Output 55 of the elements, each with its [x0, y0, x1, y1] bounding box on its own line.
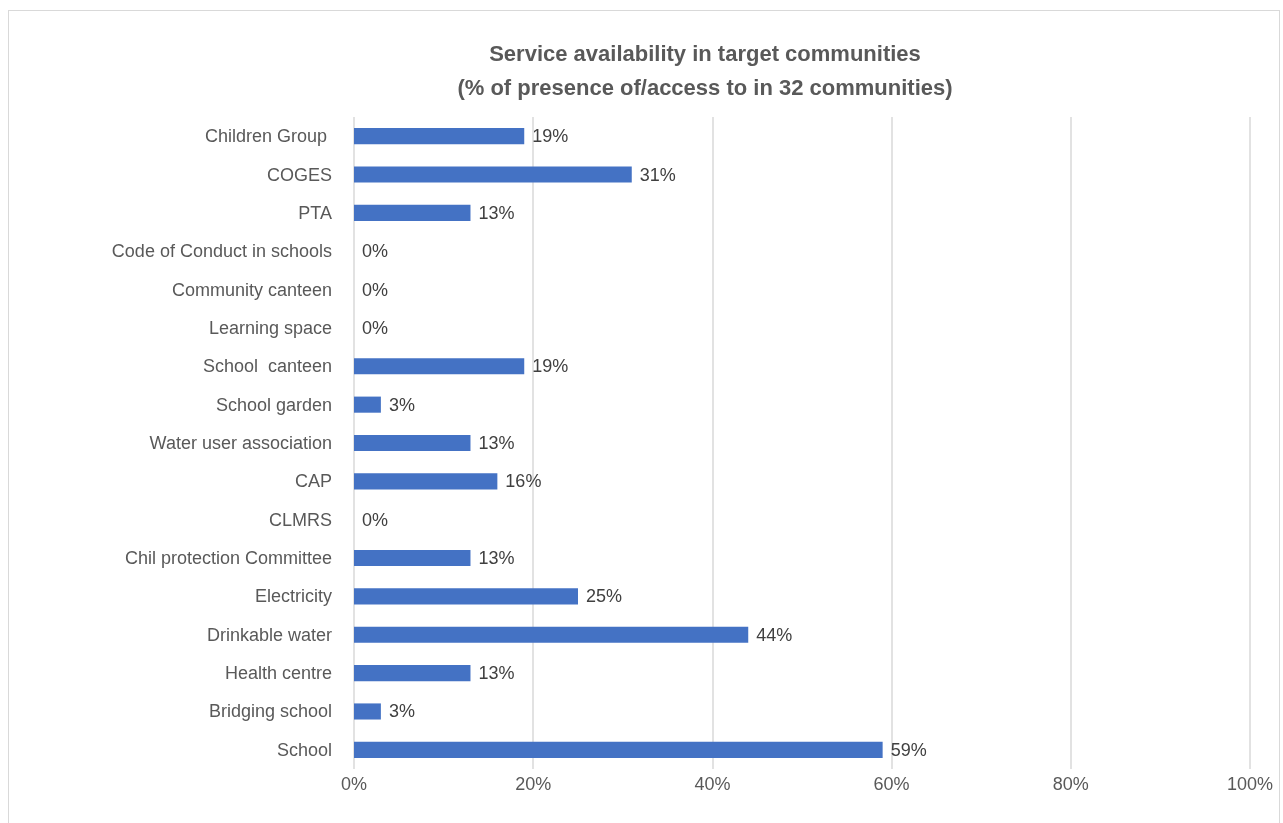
data-label: 44%	[756, 624, 793, 645]
bar	[354, 665, 471, 682]
y-tick-label: COGES	[266, 164, 332, 185]
y-tick-label: Learning space	[208, 317, 332, 338]
bar	[354, 128, 525, 145]
bar	[354, 550, 471, 567]
y-tick-label: Bridging school	[208, 701, 332, 722]
x-tick-label: 100%	[1226, 774, 1274, 794]
y-tick-label: Drinkable water	[206, 624, 332, 645]
bar	[354, 396, 381, 413]
data-label: 3%	[388, 701, 415, 722]
y-tick-label: CAP	[294, 471, 332, 492]
data-label: 13%	[478, 202, 515, 223]
bar	[354, 204, 471, 221]
data-label: 16%	[505, 471, 542, 492]
bar	[354, 703, 381, 720]
bar	[354, 588, 578, 605]
y-tick-label: School garden	[215, 394, 332, 415]
bar	[354, 473, 498, 490]
y-tick-label: Children Group	[204, 126, 332, 147]
y-tick-label: PTA	[298, 202, 332, 223]
data-label: 0%	[362, 509, 389, 530]
data-label: 13%	[478, 433, 515, 453]
data-label: 3%	[388, 394, 415, 415]
data-label: 13%	[478, 548, 515, 569]
bar	[354, 166, 632, 183]
data-label: 25%	[586, 586, 623, 607]
data-label: 13%	[478, 663, 515, 684]
data-label: 31%	[639, 164, 676, 185]
x-tick-label: 20%	[515, 774, 552, 794]
y-tick-label: Code of Conduct in schools	[111, 241, 332, 262]
y-tick-label: Water user association	[149, 433, 332, 453]
y-tick-label: Health centre	[224, 663, 332, 684]
y-tick-label: School	[276, 739, 332, 760]
data-label: 19%	[532, 126, 569, 147]
x-tick-label: 0%	[340, 774, 368, 794]
x-tick-label: 40%	[694, 774, 731, 794]
data-label: 59%	[890, 739, 927, 760]
x-tick-label: 80%	[1052, 774, 1089, 794]
y-tick-label: Electricity	[254, 586, 332, 607]
bar	[354, 626, 749, 643]
y-tick-label: CLMRS	[268, 509, 332, 530]
chart-subtitle: (% of presence of/access to in 32 communities)	[457, 74, 953, 100]
bar	[354, 358, 525, 375]
y-tick-label: Chil protection Committee	[124, 548, 332, 569]
y-tick-label: Community canteen	[171, 279, 332, 300]
bar	[354, 434, 471, 452]
data-label: 19%	[532, 356, 569, 377]
data-label: 0%	[362, 241, 389, 262]
data-label: 0%	[362, 279, 389, 300]
y-tick-label: School canteen	[202, 356, 332, 377]
chart-title: Service availability in target communities	[489, 40, 921, 66]
data-label: 0%	[362, 317, 389, 338]
bar	[354, 741, 883, 758]
x-tick-label: 60%	[873, 774, 910, 794]
